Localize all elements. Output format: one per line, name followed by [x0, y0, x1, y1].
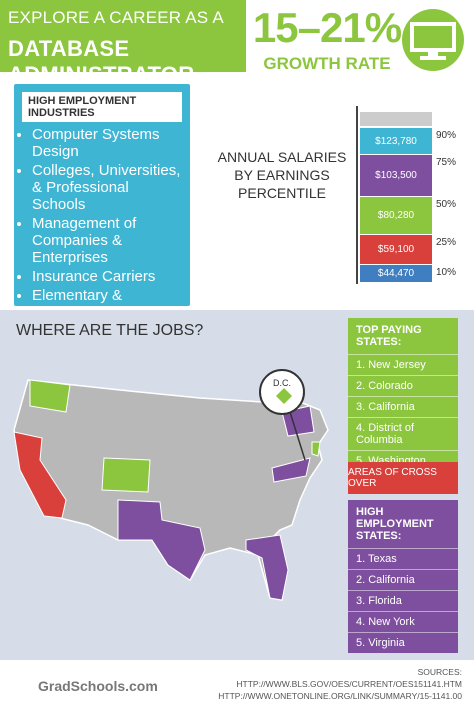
- industries-box: HIGH EMPLOYMENT INDUSTRIES Computer Syst…: [14, 84, 190, 321]
- sources: SOURCES: HTTP://WWW.BLS.GOV/OES/CURRENT/…: [218, 666, 462, 702]
- dc-label: D.C.: [273, 378, 291, 388]
- map-title: WHERE ARE THE JOBS?: [16, 322, 204, 339]
- cross-over: AREAS OF CROSS OVER: [348, 462, 458, 494]
- panel-item: 1. Texas: [348, 548, 458, 569]
- panel-item: 2. Colorado: [348, 375, 458, 396]
- panel-item: 3. Florida: [348, 590, 458, 611]
- panel-item: 5. Virginia: [348, 632, 458, 653]
- industries-heading: HIGH EMPLOYMENT INDUSTRIES: [22, 92, 182, 122]
- header-banner: EXPLORE A CAREER AS A DATABASE ADMINISTR…: [0, 0, 246, 87]
- industries-list: Computer Systems DesignColleges, Univers…: [14, 126, 190, 321]
- panel-heading: HIGH EMPLOYMENT STATES:: [356, 506, 434, 542]
- bar-top: [360, 112, 432, 126]
- percentile-label: 90%: [436, 130, 457, 141]
- panel-list: 1. Texas 2. California 3. Florida 4. New Yo…: [348, 548, 458, 653]
- bar-axis: [356, 106, 358, 284]
- salary-segment: $123,780: [360, 128, 432, 154]
- panel-heading: TOP PAYING STATES:: [356, 324, 422, 348]
- industry: Insurance Carriers: [32, 268, 184, 285]
- monitor-icon: [402, 9, 464, 71]
- panel-list: 1. New Jersey 2. Colorado 3. California 4. …: [348, 354, 458, 471]
- percentile-label: 10%: [436, 267, 457, 278]
- panel-item: 3. California: [348, 396, 458, 417]
- salary-segment: $80,280: [360, 197, 432, 234]
- salary-segment: $103,500: [360, 155, 432, 196]
- panel-item: 4. New York: [348, 611, 458, 632]
- panel-item: 4. District of Columbia: [348, 417, 458, 450]
- high-employment-panel: HIGH EMPLOYMENT STATES: 1. Texas 2. Calif…: [348, 500, 458, 653]
- growth-value: 15–21%: [252, 4, 402, 51]
- panel-item: 2. California: [348, 569, 458, 590]
- us-map: D.C.: [13, 369, 329, 601]
- growth: 15–21% GROWTH RATE: [252, 6, 402, 74]
- title-line: DATABASE ADMINISTRATOR: [8, 36, 195, 87]
- source: HTTP://WWW.ONETONLINE.ORG/LINK/SUMMARY/1…: [218, 691, 462, 701]
- top-paying-panel: TOP PAYING STATES: 1. New Jersey 2. Color…: [348, 318, 458, 471]
- salary-title: ANNUAL SALARIES BY EARNINGS PERCENTILE: [217, 149, 347, 201]
- industry: Management of Companies & Enterprises: [32, 215, 184, 266]
- salary-segment: $44,470: [360, 265, 432, 282]
- sources-label: SOURCES:: [417, 667, 462, 677]
- title-line: EXPLORE A CAREER AS A: [8, 8, 224, 27]
- salary-segment: $59,100: [360, 235, 432, 264]
- logo: GradSchools.com: [38, 678, 158, 694]
- industry: Colleges, Universities, & Professional S…: [32, 162, 184, 213]
- industry: Computer Systems Design: [32, 126, 184, 160]
- source: HTTP://WWW.BLS.GOV/OES/CURRENT/OES151141…: [236, 679, 462, 689]
- footer: [0, 660, 474, 722]
- percentile-label: 75%: [436, 157, 457, 168]
- panel-item: 1. New Jersey: [348, 354, 458, 375]
- percentile-label: 25%: [436, 237, 457, 248]
- growth-label: GROWTH RATE: [263, 54, 391, 73]
- percentile-label: 50%: [436, 199, 457, 210]
